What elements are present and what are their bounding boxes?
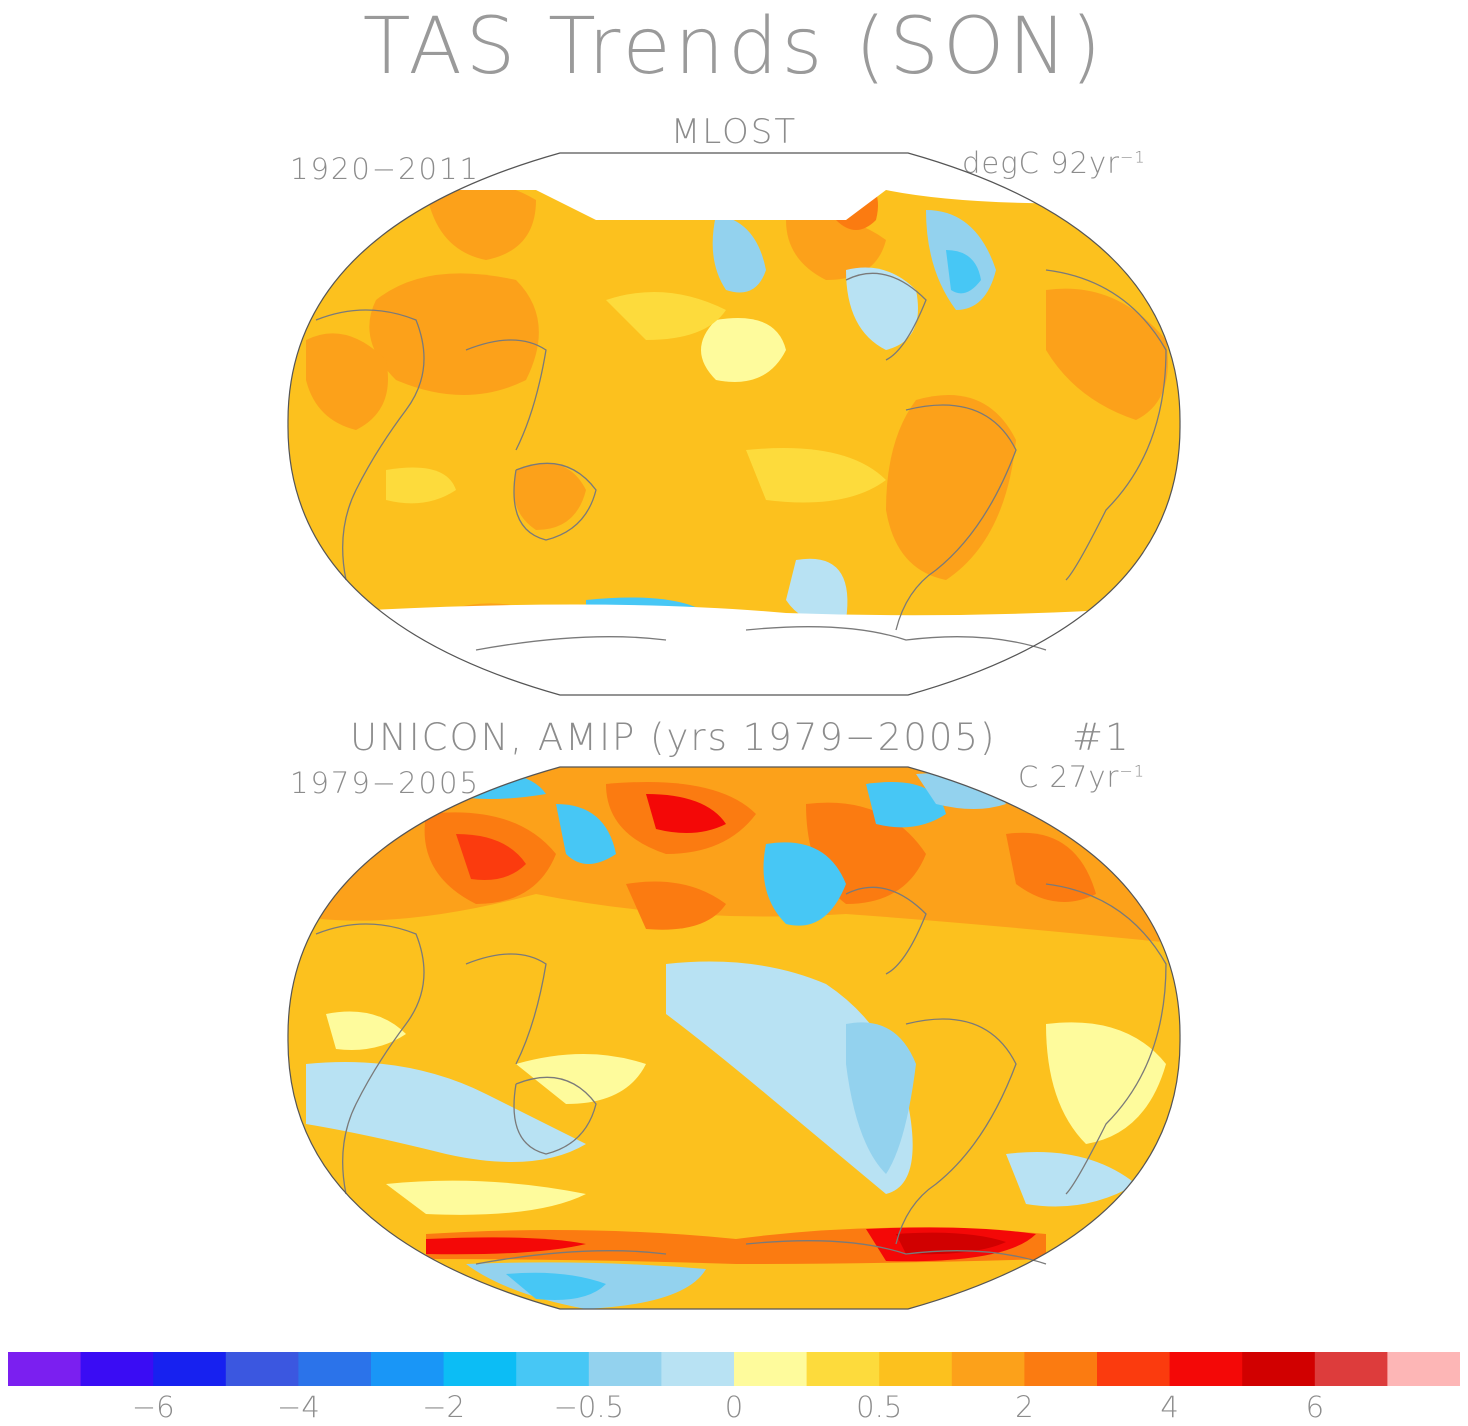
top-panel-title: MLOST — [670, 112, 798, 152]
colorbar-swatch — [443, 1352, 517, 1386]
colorbar-swatch — [1387, 1352, 1460, 1386]
colorbar-tick-label: 0 — [724, 1390, 744, 1424]
colorbar-tick-label: 6 — [1305, 1390, 1325, 1424]
colorbar-tick-label: −6 — [131, 1390, 175, 1424]
figure-title: TAS Trends (SON) — [362, 2, 1106, 92]
colorbar-swatch — [734, 1352, 808, 1386]
colorbar-swatch — [371, 1352, 445, 1386]
colorbar-swatch — [153, 1352, 227, 1386]
bottom-trend-map — [287, 766, 1181, 1310]
colorbar-swatch — [879, 1352, 953, 1386]
colorbar-tick-label: −4 — [277, 1390, 320, 1424]
top-panel-period: 1920−2011 — [290, 152, 480, 186]
bottom-panel-title: UNICON, AMIP (yrs 1979−2005) — [350, 716, 997, 759]
colorbar-swatch — [298, 1352, 372, 1386]
colorbar-swatch — [661, 1352, 735, 1386]
colorbar-swatch — [951, 1352, 1025, 1386]
colorbar-swatch — [80, 1352, 154, 1386]
colorbar-swatch — [806, 1352, 880, 1386]
colorbar-swatch — [1024, 1352, 1098, 1386]
bottom-panel-run: #1 — [1072, 716, 1131, 759]
top-trend-map — [287, 152, 1181, 696]
bottom-panel-units: C 27yr−1 — [1018, 760, 1145, 794]
colorbar-swatch — [225, 1352, 299, 1386]
colorbar-swatch — [588, 1352, 662, 1386]
top-panel-units: degC 92yr−1 — [962, 146, 1146, 180]
colorbar-tick-label: 0.5 — [856, 1390, 903, 1424]
colorbar-tick-label: −2 — [422, 1390, 465, 1424]
colorbar-swatch — [516, 1352, 590, 1386]
bottom-panel-period: 1979−2005 — [290, 766, 480, 800]
colorbar-tick-label: 2 — [1015, 1390, 1034, 1424]
colorbar-swatch — [1169, 1352, 1243, 1386]
colorbar-swatch — [1242, 1352, 1316, 1386]
colorbar-swatch — [8, 1352, 82, 1386]
colorbar-labels: −6 −4 −2 −0.5 0 0.5 2 4 6 — [0, 1390, 1468, 1424]
colorbar-tick-label: 4 — [1160, 1390, 1179, 1424]
colorbar — [8, 1352, 1460, 1386]
colorbar-tick-label: −0.5 — [553, 1390, 625, 1424]
colorbar-swatch — [1097, 1352, 1171, 1386]
colorbar-swatch — [1314, 1352, 1388, 1386]
